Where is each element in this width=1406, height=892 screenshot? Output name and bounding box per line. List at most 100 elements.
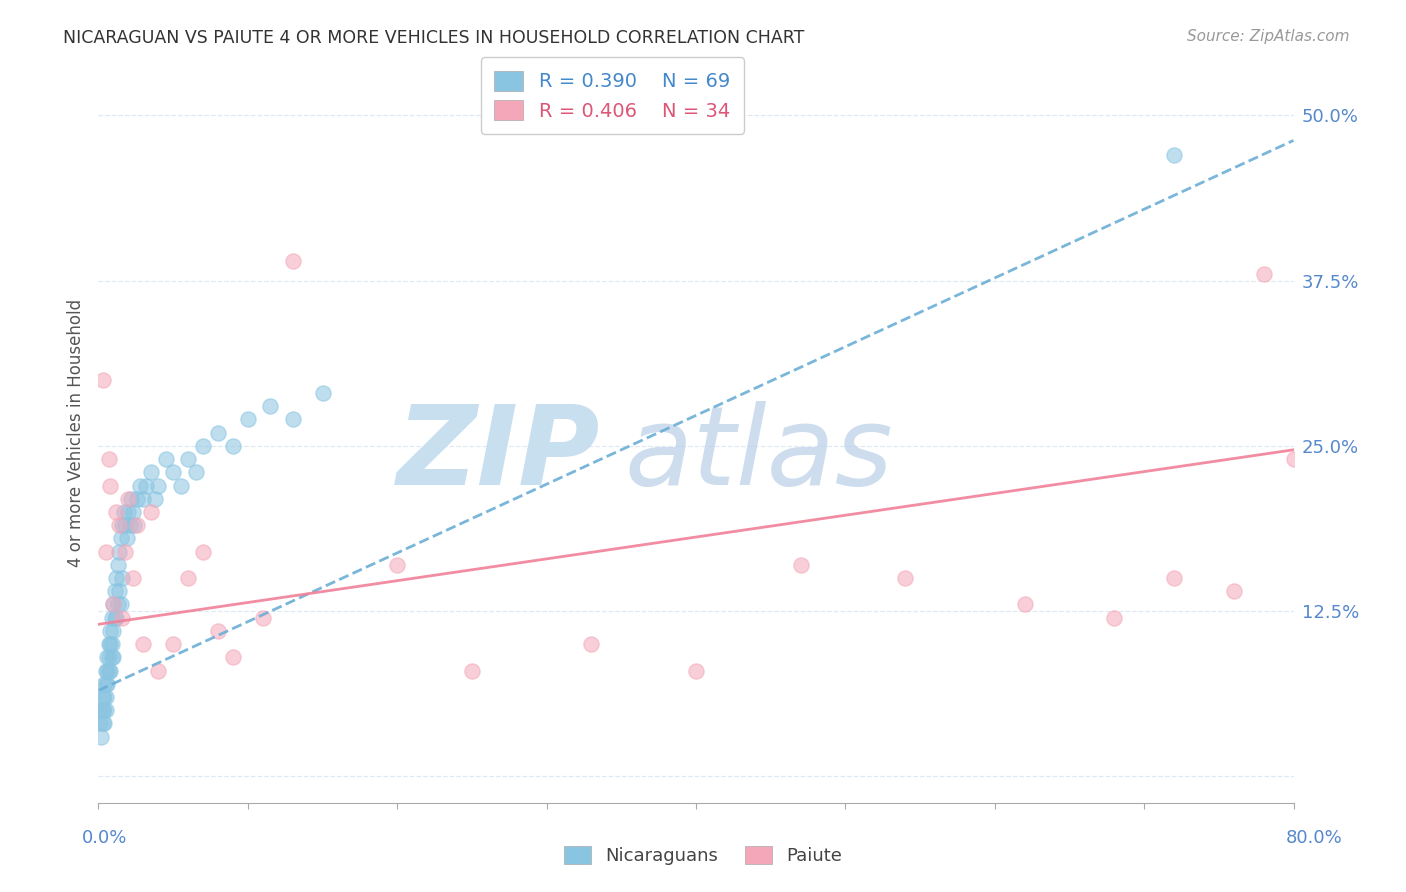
Point [148,478,170,492]
Point [1223,584,1246,599]
Point [177,452,200,467]
Point [103,650,125,665]
Point [1104,611,1126,625]
Point [184,465,207,479]
Point [94,664,117,678]
Point [281,253,304,268]
Point [685,664,707,678]
Point [139,465,162,479]
Point [98,664,122,678]
Point [111,518,134,533]
Point [461,664,484,678]
Point [93,690,115,704]
Point [222,439,245,453]
Point [96,677,118,691]
Text: Source: ZipAtlas.com: Source: ZipAtlas.com [1187,29,1350,44]
Point [97,664,120,678]
Point [236,412,259,426]
Point [96,650,118,665]
Point [132,637,155,651]
Point [169,478,191,492]
Point [108,584,131,599]
Point [135,478,157,492]
Point [121,505,143,519]
Point [107,598,129,612]
Text: atlas: atlas [624,401,893,508]
Point [103,598,125,612]
Point [311,386,333,401]
Point [581,637,603,651]
Point [93,677,115,691]
Point [105,571,128,585]
Point [114,518,136,533]
Point [894,571,917,585]
Point [91,690,114,704]
Point [177,571,200,585]
Point [1014,598,1036,612]
Point [1253,267,1275,281]
Point [162,465,184,479]
Point [1163,148,1185,162]
Point [162,637,184,651]
Point [110,532,132,546]
Point [127,491,149,506]
Point [94,690,117,704]
Text: NICARAGUAN VS PAIUTE 4 OR MORE VEHICLES IN HOUSEHOLD CORRELATION CHART: NICARAGUAN VS PAIUTE 4 OR MORE VEHICLES … [63,29,804,46]
Point [108,544,131,558]
Point [121,571,143,585]
Point [1163,571,1185,585]
Point [94,677,117,691]
Point [129,478,152,492]
Point [118,518,141,533]
Point [94,544,117,558]
Point [252,611,274,625]
Point [259,399,281,413]
Point [101,611,124,625]
Point [139,505,162,519]
Point [111,611,134,625]
Point [98,637,122,651]
Point [117,505,139,519]
Point [124,518,146,533]
Point [207,624,229,638]
Point [101,637,124,651]
Text: 80.0%: 80.0% [1286,829,1343,847]
Point [94,703,117,717]
Point [281,412,304,426]
Point [98,624,122,638]
Point [91,716,114,731]
Point [104,611,127,625]
Point [101,650,124,665]
Point [90,703,112,717]
Point [108,518,131,533]
Point [1282,452,1305,467]
Point [91,373,114,387]
Text: ZIP: ZIP [396,401,600,508]
Point [155,452,177,467]
Point [127,518,149,533]
Point [96,664,118,678]
Point [120,491,142,506]
Legend: Nicaraguans, Paiute: Nicaraguans, Paiute [557,838,849,872]
Point [91,703,114,717]
Point [105,505,128,519]
Point [191,439,214,453]
Point [207,425,229,440]
Point [191,544,214,558]
Point [148,664,170,678]
Point [115,532,138,546]
Point [97,650,120,665]
Text: 0.0%: 0.0% [82,829,127,847]
Point [93,716,115,731]
Point [90,730,112,744]
Point [89,716,111,731]
Point [93,703,115,717]
Point [132,491,155,506]
Point [385,558,409,572]
Point [98,478,122,492]
Point [143,491,166,506]
Point [222,650,245,665]
Point [97,452,120,467]
Point [114,544,136,558]
Point [103,598,125,612]
